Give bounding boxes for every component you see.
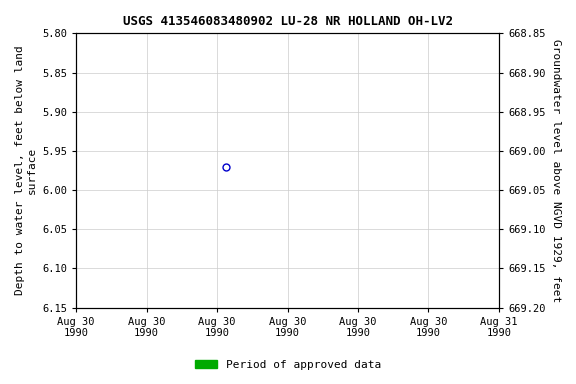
Title: USGS 413546083480902 LU-28 NR HOLLAND OH-LV2: USGS 413546083480902 LU-28 NR HOLLAND OH… <box>123 15 453 28</box>
Y-axis label: Depth to water level, feet below land
surface: Depth to water level, feet below land su… <box>15 46 37 295</box>
Y-axis label: Groundwater level above NGVD 1929, feet: Groundwater level above NGVD 1929, feet <box>551 39 561 302</box>
Legend: Period of approved data: Period of approved data <box>191 356 385 375</box>
